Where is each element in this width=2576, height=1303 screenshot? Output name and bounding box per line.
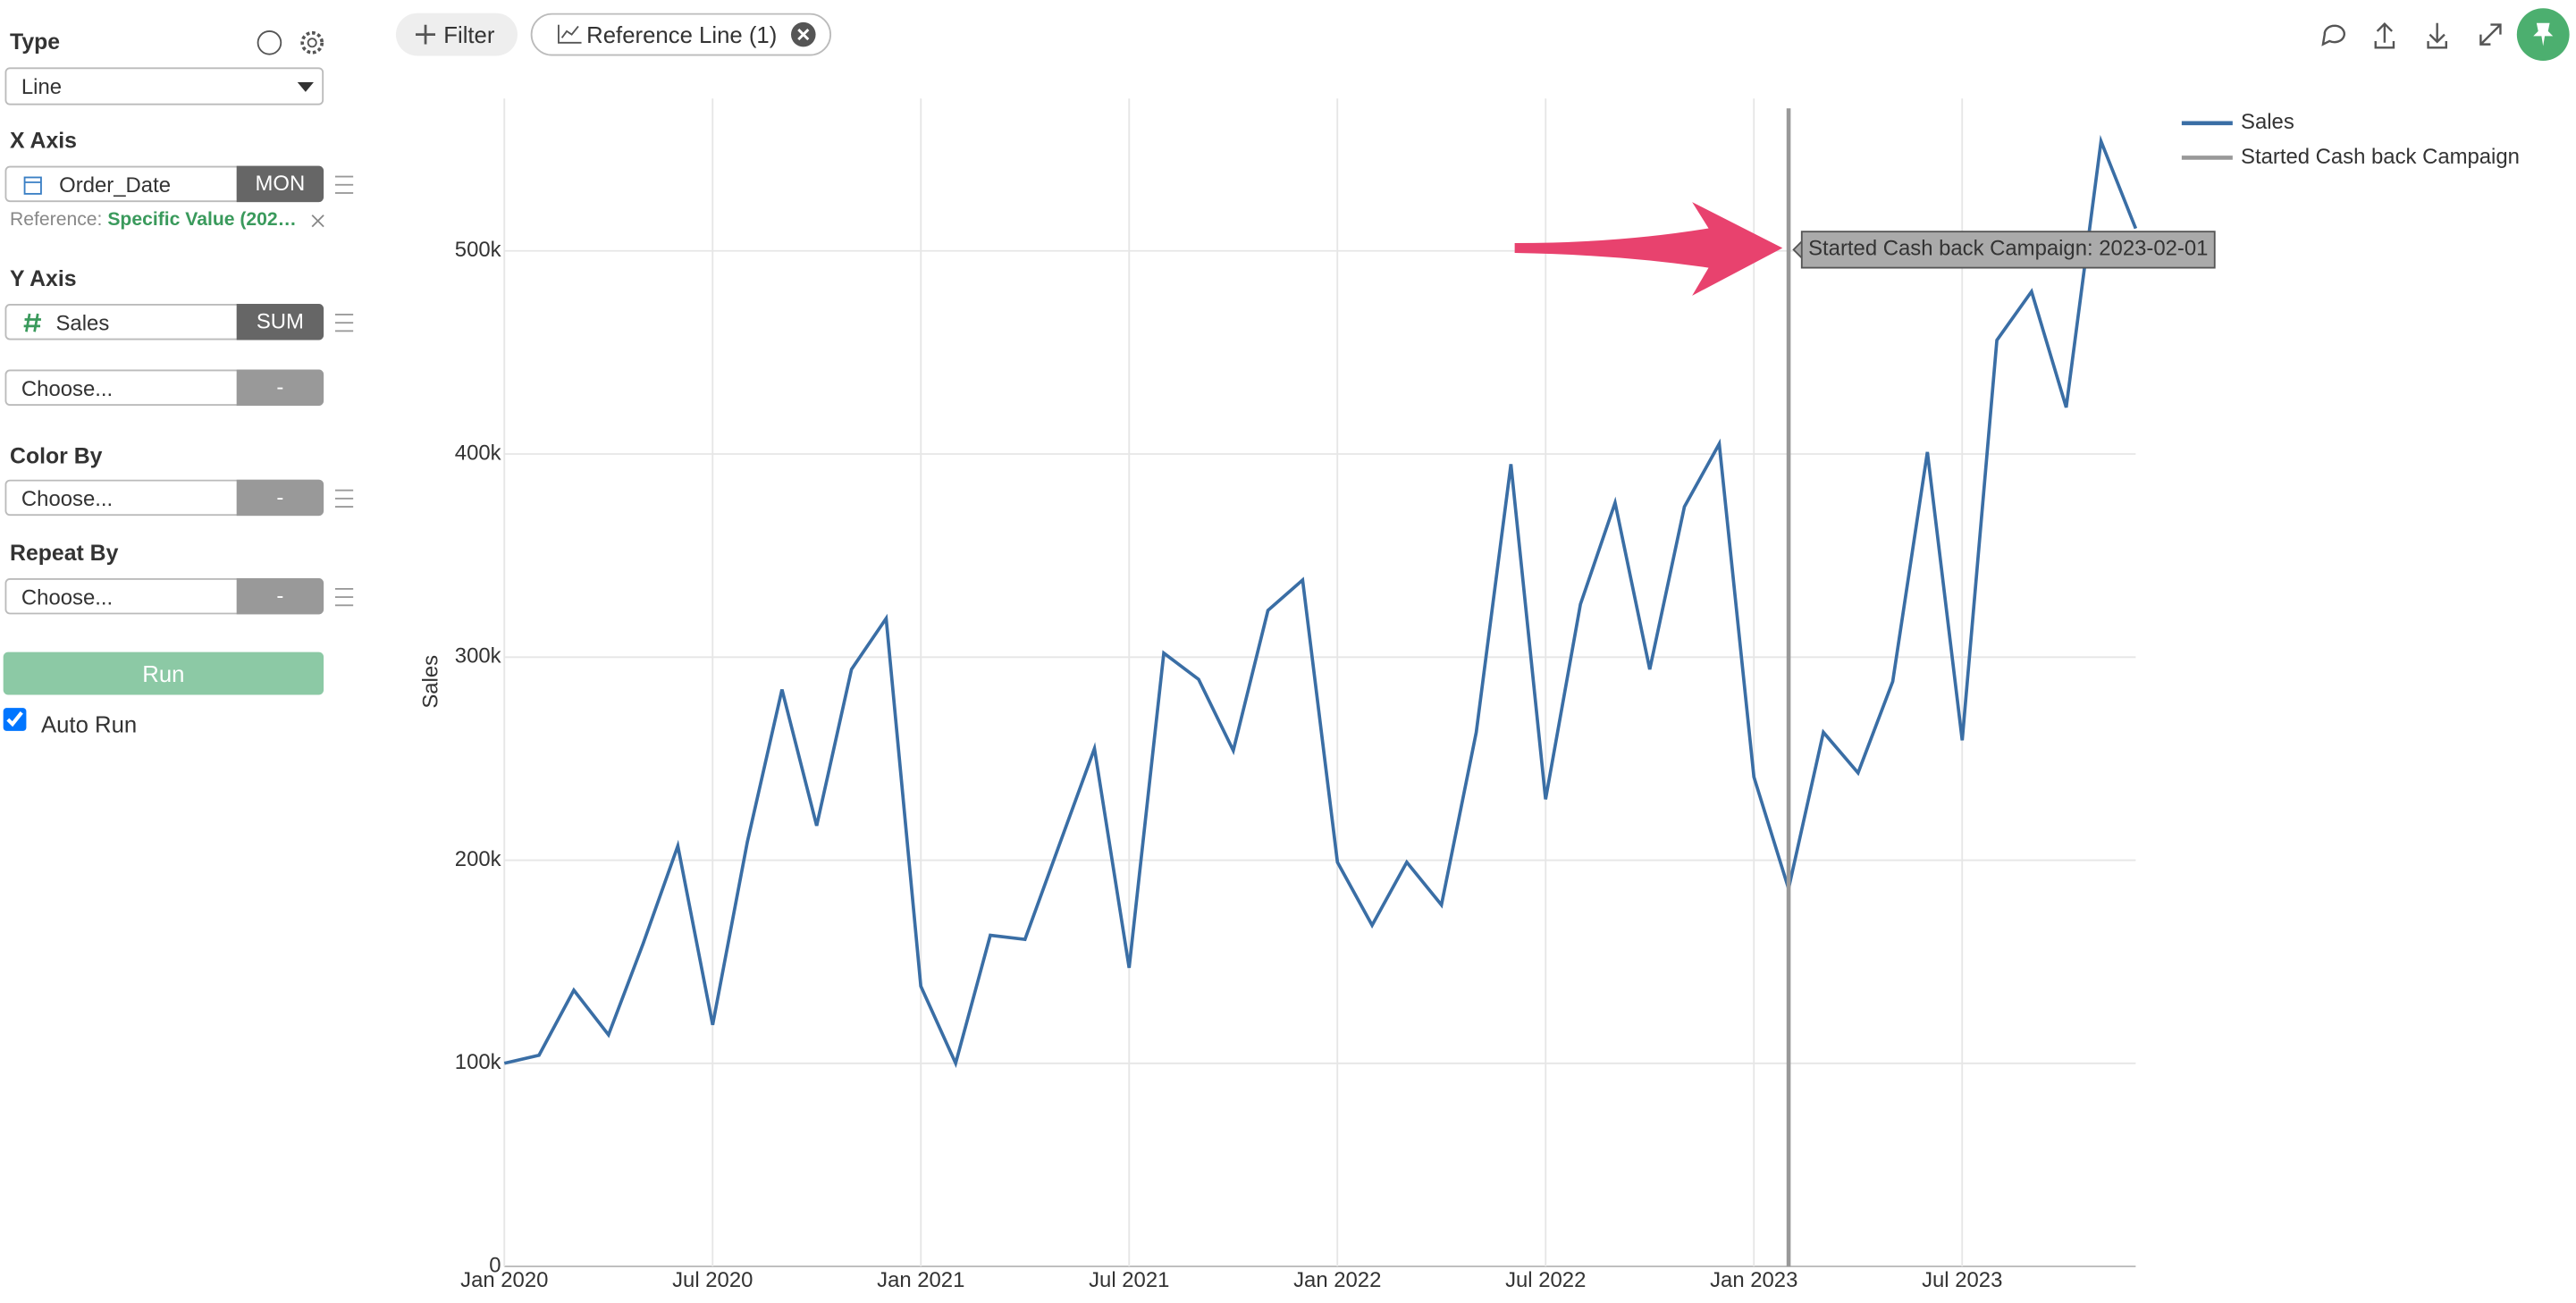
y-axis-title: Sales <box>419 655 443 709</box>
upload-icon[interactable] <box>2374 21 2395 49</box>
y-tick-label: 200k <box>455 847 501 871</box>
type-label: Type <box>10 29 61 55</box>
help-settings-icons <box>257 30 324 55</box>
expand-icon[interactable] <box>2479 23 2502 46</box>
color-by-field[interactable]: Choose... - <box>4 479 324 517</box>
reference-prefix: Reference: <box>10 210 103 231</box>
calendar-icon <box>23 176 42 195</box>
reference-value[interactable]: Specific Value (202… <box>107 210 297 231</box>
y-axis-label: Y Axis <box>10 265 77 291</box>
x-axis-label: X Axis <box>10 128 77 153</box>
comment-icon[interactable] <box>2321 24 2345 46</box>
x-tick-label: Jul 2022 <box>1505 1268 1586 1292</box>
auto-run-checkbox[interactable] <box>3 708 27 731</box>
x-tick-label: Jan 2022 <box>1293 1268 1381 1292</box>
y-menu[interactable] <box>334 314 354 332</box>
filter-label: Filter <box>443 21 495 48</box>
reference-info: Reference: Specific Value (202… <box>10 210 297 230</box>
y-tick-label: 0 <box>489 1253 501 1277</box>
y-tick-label: 100k <box>455 1050 501 1074</box>
numeric-icon <box>23 313 41 332</box>
y2-field-name: Choose... <box>21 375 114 401</box>
remove-icon[interactable] <box>790 21 816 47</box>
line-chart-icon <box>558 24 582 44</box>
help-icon[interactable] <box>257 30 282 55</box>
y-tick-label: 300k <box>455 644 501 668</box>
x-tick-label: Jul 2021 <box>1089 1268 1169 1292</box>
color-by-name: Choose... <box>21 486 114 511</box>
annotation-box <box>1800 231 2216 269</box>
y2-field[interactable]: Choose... - <box>4 369 324 406</box>
reference-line-pill[interactable]: Reference Line (1) <box>530 13 832 56</box>
x-tick-label: Jul 2020 <box>672 1268 753 1292</box>
auto-run-label: Auto Run <box>40 710 138 738</box>
type-select[interactable]: Line <box>4 67 324 105</box>
filter-button[interactable]: Filter <box>395 13 518 56</box>
color-by-agg[interactable]: - <box>236 479 324 517</box>
toolbar-icons <box>2321 21 2502 49</box>
repeat-by-field[interactable]: Choose... - <box>4 577 324 615</box>
color-by-label: Color By <box>10 443 103 468</box>
download-icon[interactable] <box>2427 22 2447 49</box>
settings-icon-hub <box>307 38 317 48</box>
reference-line-label: Reference Line (1) <box>586 21 778 48</box>
x-tick-label: Jan 2023 <box>1710 1268 1797 1292</box>
x-tick-label: Jan 2020 <box>460 1268 548 1292</box>
x-agg[interactable]: MON <box>236 165 324 203</box>
sidebar: Type Line X Axis Order_Date MON Referenc… <box>0 0 370 1303</box>
y2-agg[interactable]: - <box>236 369 324 406</box>
x-tick-label: Jul 2023 <box>1922 1268 2002 1292</box>
type-value: Line <box>21 73 63 99</box>
pin-icon <box>2533 22 2554 46</box>
run-button[interactable]: Run <box>3 652 324 695</box>
reference-remove[interactable] <box>310 214 325 229</box>
y-tick-label: 400k <box>455 441 501 465</box>
legend-label: Sales <box>2241 110 2294 134</box>
line <box>503 134 2138 1069</box>
x-tick-label: Jan 2021 <box>877 1268 964 1292</box>
y-agg[interactable]: SUM <box>236 304 324 340</box>
legend-label: Started Cash back Campaign <box>2241 145 2520 169</box>
y-field[interactable]: Sales SUM <box>4 304 324 340</box>
y-field-name: Sales <box>55 310 110 335</box>
x-field-name: Order_Date <box>59 172 172 198</box>
color-by-menu[interactable] <box>334 489 354 508</box>
dropdown-caret <box>297 81 315 92</box>
y-tick-label: 500k <box>455 238 501 262</box>
repeat-by-agg[interactable]: - <box>236 577 324 615</box>
x-menu[interactable] <box>334 175 354 194</box>
highlight-arrow <box>1514 202 1783 296</box>
plus-icon <box>416 24 436 45</box>
repeat-by-label: Repeat By <box>10 540 119 566</box>
x-field[interactable]: Order_Date MON <box>4 165 324 203</box>
reference-annotation: Started Cash back Campaign: 2023-02-01 <box>1808 237 2208 261</box>
repeat-by-name: Choose... <box>21 584 114 609</box>
settings-icon[interactable] <box>300 30 324 55</box>
repeat-by-menu[interactable] <box>334 588 354 607</box>
